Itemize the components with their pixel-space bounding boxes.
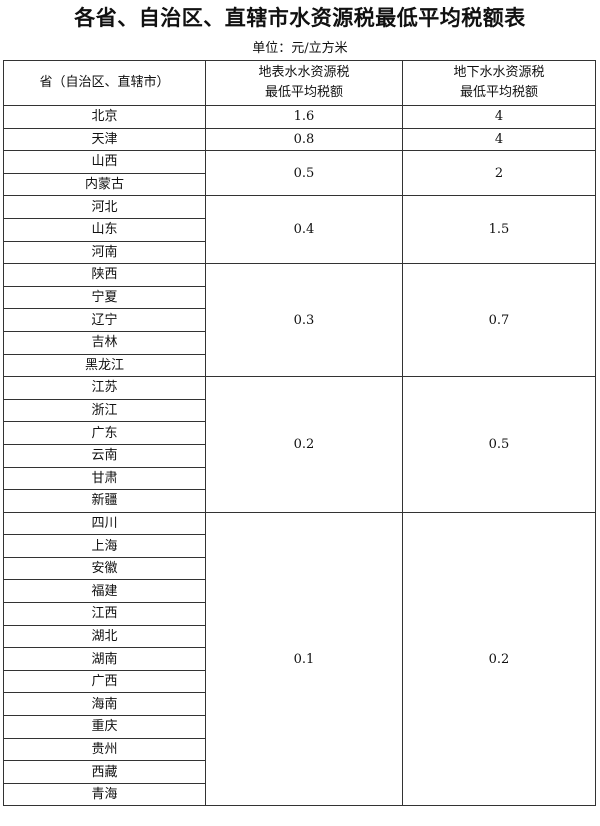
surface-tax-cell: 1.6 — [205, 105, 403, 129]
header-province: 省（自治区、直辖市） — [3, 60, 206, 106]
header-surface-line2: 最低平均税额 — [264, 85, 343, 100]
header-ground-line1: 地下水水资源税 — [453, 65, 545, 80]
province-cell: 西藏 — [3, 760, 206, 784]
province-cell: 福建 — [3, 579, 206, 604]
ground-tax-cell: 2 — [402, 150, 596, 197]
province-cell: 四川 — [3, 511, 206, 536]
province-cell: 甘肃 — [3, 466, 206, 491]
table-row: 四川 0.1 0.2 — [3, 511, 596, 807]
table-row: 辽宁 — [3, 308, 596, 332]
province-cell: 海南 — [3, 692, 206, 717]
province-cell: 安徽 — [3, 556, 206, 581]
ground-tax-cell: 4 — [402, 127, 596, 152]
tax-rate-table: 省（自治区、直辖市） 地表水水资源税 最低平均税额 地下水水资源税 最低平均税额 北… — [3, 60, 596, 807]
ground-tax-cell: 4 — [402, 105, 596, 129]
table-row: 安徽 — [3, 556, 596, 581]
province-cell: 广东 — [3, 421, 206, 445]
surface-tax-cell: 0.4 — [205, 195, 403, 265]
province-cell: 江西 — [3, 602, 206, 626]
table-row: 陕西 0.3 0.7 — [3, 263, 596, 378]
header-surface-line1: 地表水水资源税 — [258, 65, 350, 80]
ground-tax-cell: 0.7 — [402, 263, 596, 378]
table-row: 青海 — [3, 782, 596, 807]
province-cell: 贵州 — [3, 737, 206, 762]
surface-tax-cell: 0.1 — [205, 511, 403, 807]
province-cell: 河北 — [3, 195, 206, 219]
province-cell: 浙江 — [3, 398, 206, 423]
surface-tax-cell: 0.8 — [205, 127, 403, 152]
province-cell: 云南 — [3, 443, 206, 468]
header-ground: 地下水水资源税 最低平均税额 — [402, 60, 596, 106]
province-cell: 广西 — [3, 669, 206, 694]
province-cell: 青海 — [3, 782, 206, 807]
table-row: 江苏 0.2 0.5 — [3, 376, 596, 513]
province-cell: 上海 — [3, 534, 206, 558]
surface-tax-cell: 0.5 — [205, 150, 403, 197]
ground-tax-cell: 0.5 — [402, 376, 596, 513]
province-cell: 湖北 — [3, 624, 206, 649]
unit-label: 单位：元/立方米 — [252, 41, 348, 56]
province-cell: 吉林 — [3, 330, 206, 355]
table-row: 山西 0.5 2 — [3, 150, 596, 197]
table-row: 北京 1.6 4 — [3, 105, 596, 129]
province-cell: 黑龙江 — [3, 353, 206, 378]
ground-tax-cell: 1.5 — [402, 195, 596, 265]
province-cell: 天津 — [3, 127, 206, 152]
ground-tax-cell: 0.2 — [402, 511, 596, 807]
province-cell: 新疆 — [3, 489, 206, 513]
table-row: 江西 — [3, 602, 596, 626]
province-cell: 湖南 — [3, 647, 206, 671]
table-row: 广东 — [3, 421, 596, 445]
province-cell: 北京 — [3, 105, 206, 129]
table-row: 海南 — [3, 692, 596, 717]
province-cell: 宁夏 — [3, 285, 206, 310]
province-cell: 河南 — [3, 240, 206, 265]
table-row: 湖南 — [3, 647, 596, 671]
province-cell: 陕西 — [3, 263, 206, 287]
province-cell: 内蒙古 — [3, 172, 206, 197]
surface-tax-cell: 0.3 — [205, 263, 403, 378]
header-ground-line2: 最低平均税额 — [459, 85, 538, 100]
province-cell: 江苏 — [3, 376, 206, 400]
table-row: 河北 0.4 1.5 — [3, 195, 596, 265]
table-row: 天津 0.8 4 — [3, 127, 596, 152]
province-cell: 山西 — [3, 150, 206, 174]
province-cell: 重庆 — [3, 715, 206, 739]
province-cell: 辽宁 — [3, 308, 206, 332]
province-cell: 山东 — [3, 217, 206, 242]
document-title: 各省、自治区、直辖市水资源税最低平均税额表 — [74, 6, 526, 30]
table-row: 湖北 — [3, 624, 596, 649]
header-surface: 地表水水资源税 最低平均税额 — [205, 60, 403, 106]
surface-tax-cell: 0.2 — [205, 376, 403, 513]
header-row: 省（自治区、直辖市） 地表水水资源税 最低平均税额 地下水水资源税 最低平均税额 — [3, 60, 596, 106]
